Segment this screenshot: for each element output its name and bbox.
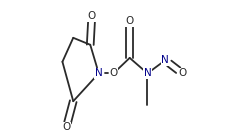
Text: N: N: [95, 68, 103, 78]
Text: O: O: [178, 68, 186, 78]
Text: O: O: [125, 16, 134, 26]
Text: O: O: [109, 68, 118, 78]
Text: N: N: [144, 68, 151, 78]
Text: O: O: [88, 11, 96, 21]
Text: O: O: [62, 122, 70, 132]
Text: N: N: [161, 55, 169, 65]
